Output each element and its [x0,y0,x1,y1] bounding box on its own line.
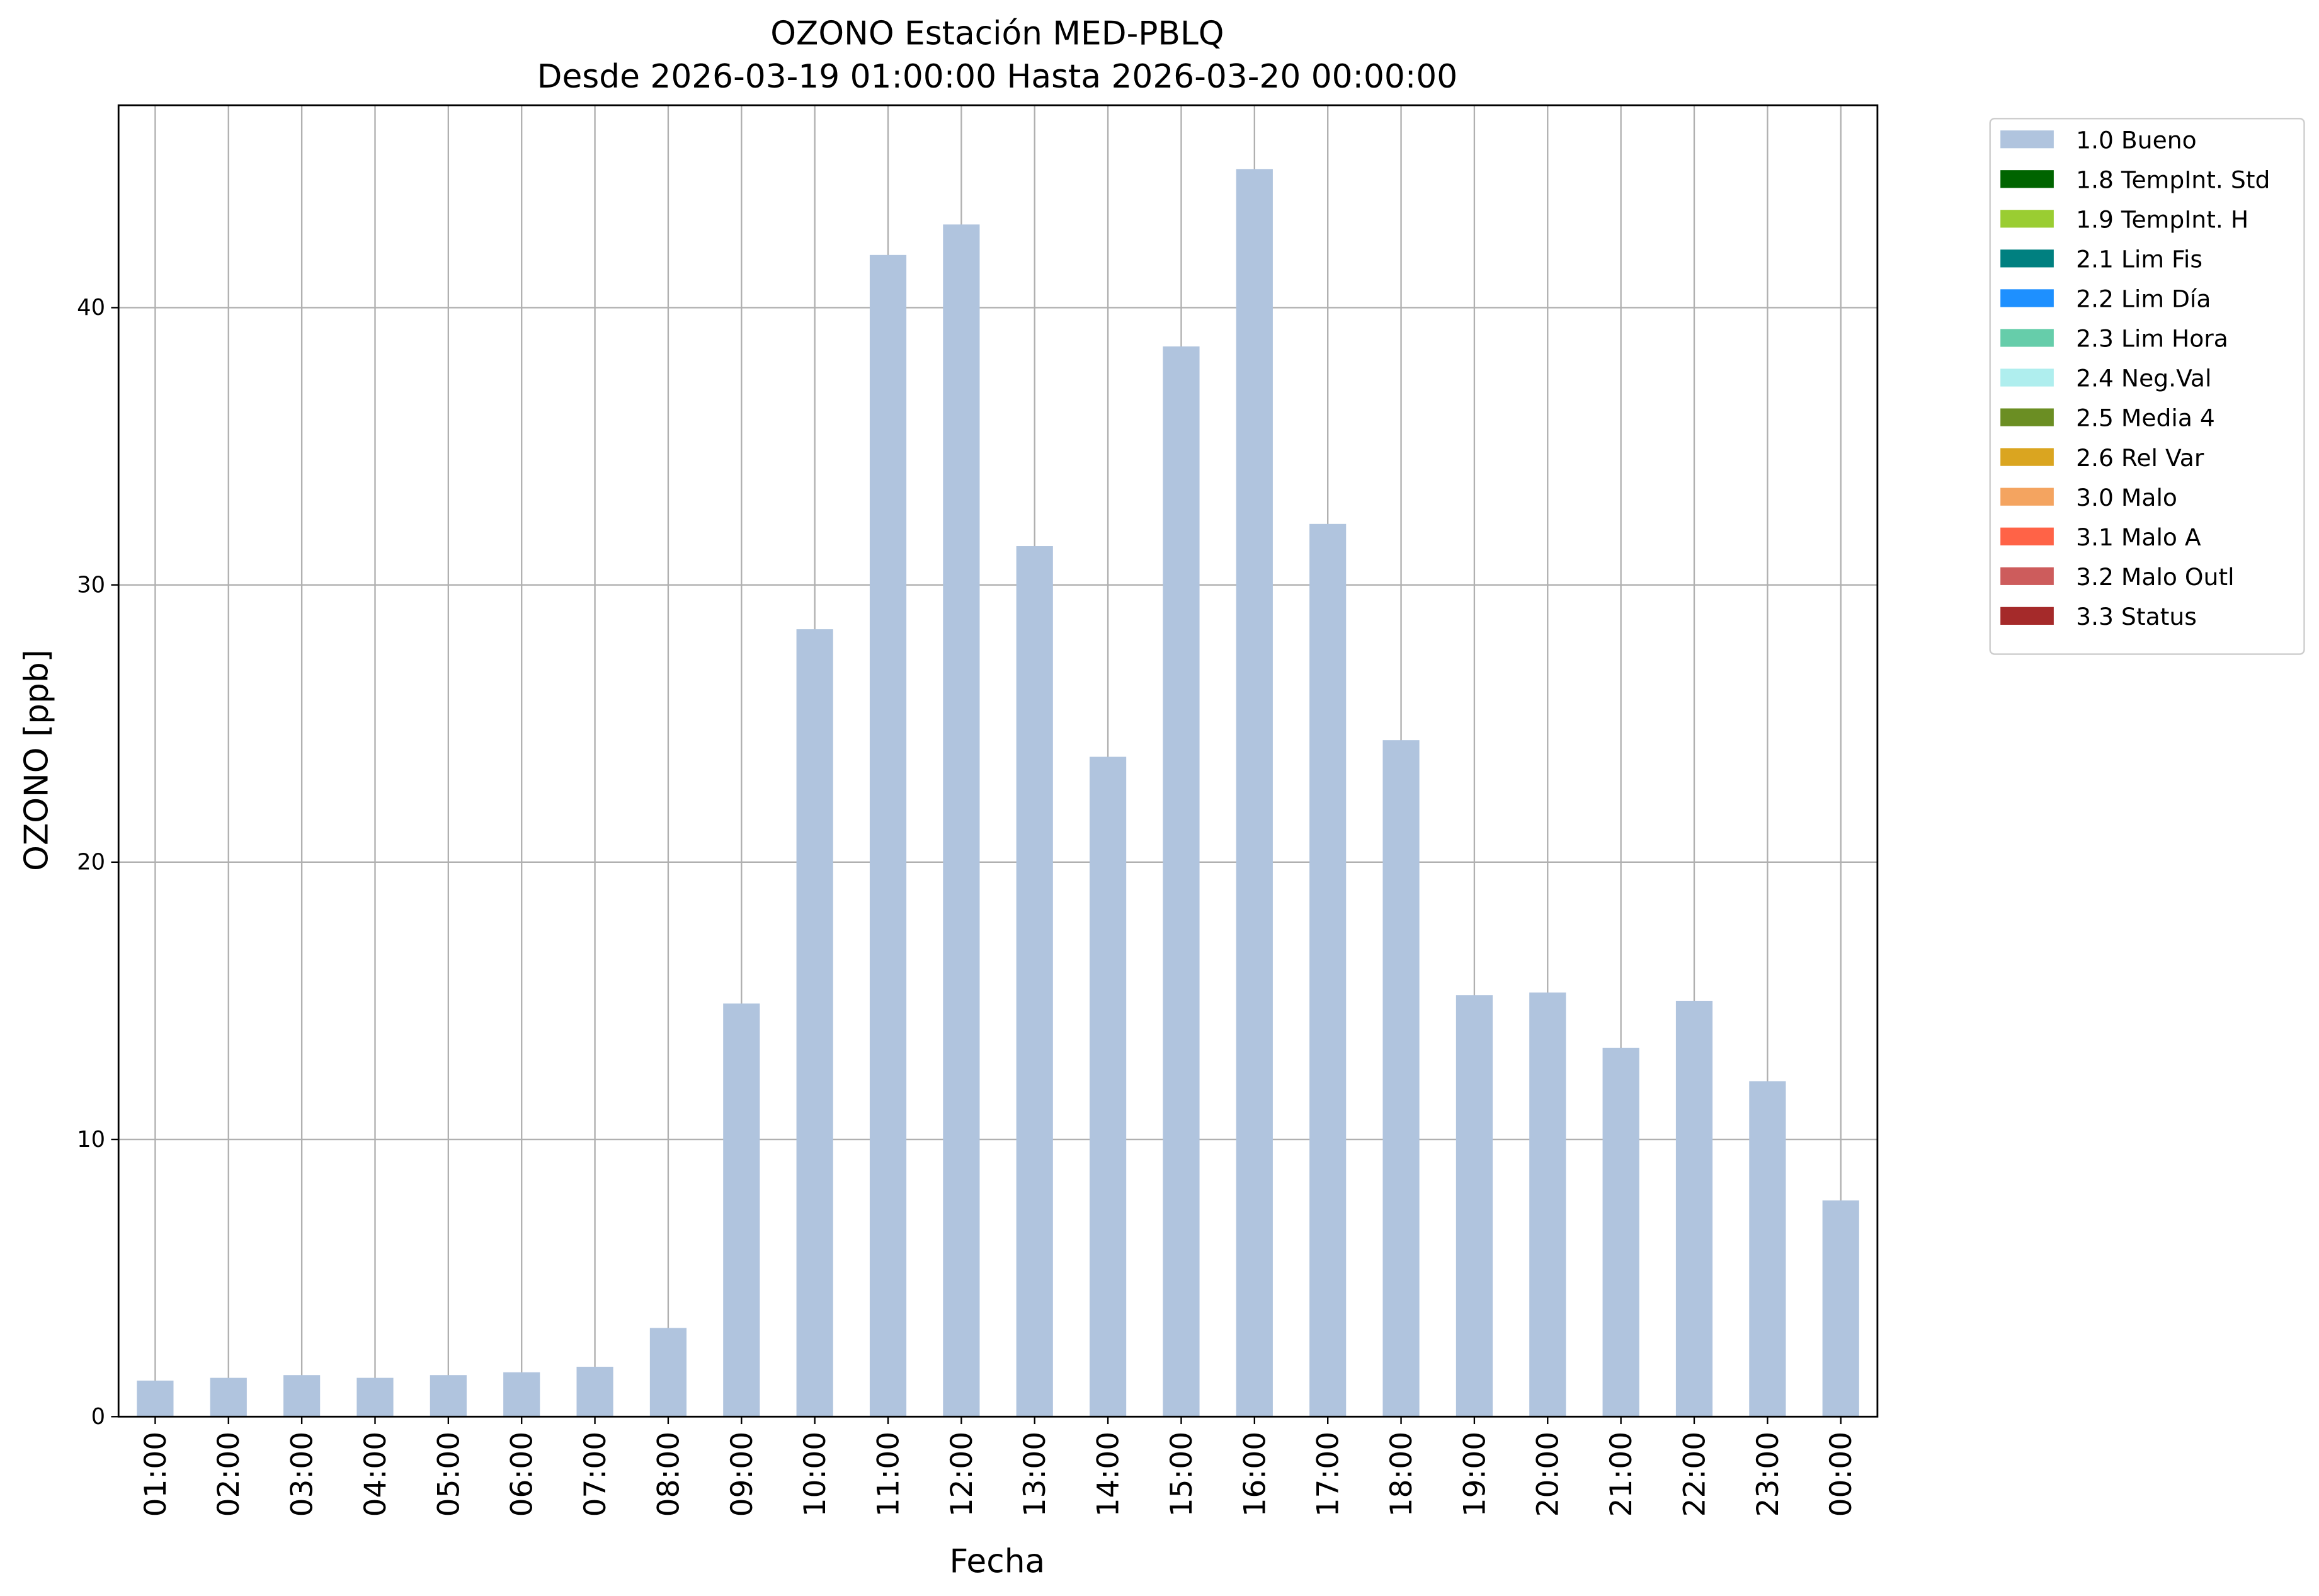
bar [1602,1047,1639,1417]
bar [1822,1200,1859,1417]
bar [1456,995,1493,1417]
y-tick-label: 20 [77,850,105,875]
legend-frame [1989,118,2305,655]
legend-swatch [2000,329,2054,347]
bar [869,254,907,1417]
bar [649,1328,687,1417]
bar [503,1372,540,1417]
x-tick-label: 10:00 [798,1432,833,1517]
bar [1529,992,1566,1417]
legend-swatch [2000,448,2054,466]
legend: 1.0 Bueno 1.8 TempInt. Std 1.9 TempInt. H 2… [1989,118,2305,655]
legend-label: 3.3 Status [2076,603,2197,630]
legend-label: 2.4 Neg.Val [2076,365,2211,392]
y-tick-label: 10 [77,1127,105,1153]
bar [796,629,833,1417]
x-tick-label: 01:00 [139,1432,173,1517]
x-tick-label: 23:00 [1751,1432,1786,1517]
chart-subtitle: Desde 2026-03-19 01:00:00 Hasta 2026-03-… [537,58,1458,96]
legend-swatch [2000,607,2054,625]
legend-label: 3.2 Malo Outl [2076,563,2234,591]
bar [723,1003,760,1417]
x-tick-label: 11:00 [871,1432,906,1517]
legend-swatch [2000,289,2054,307]
bar [1016,546,1053,1417]
legend-swatch [2000,487,2054,506]
bar [576,1367,613,1417]
x-tick-label: 05:00 [431,1432,466,1517]
legend-swatch [2000,170,2054,188]
x-tick-label: 18:00 [1384,1432,1419,1517]
bar [943,224,980,1417]
bar [137,1381,174,1417]
x-tick-label: 16:00 [1238,1432,1272,1517]
x-tick-label: 02:00 [212,1432,246,1517]
y-axis-label: OZONO [ppb] [18,649,55,871]
x-axis-label: Fecha [950,1542,1046,1580]
bar [210,1377,247,1417]
legend-label: 1.8 TempInt. Std [2076,166,2270,193]
bar [1675,1000,1713,1417]
legend-swatch [2000,567,2054,585]
legend-label: 2.6 Rel Var [2076,444,2204,472]
y-tick-label: 0 [91,1404,105,1430]
x-tick-label: 12:00 [945,1432,979,1517]
x-tick-label: 09:00 [725,1432,760,1517]
x-tick-label: 04:00 [358,1432,393,1517]
bar [1236,169,1273,1417]
x-tick-label: 07:00 [578,1432,613,1517]
legend-label: 1.0 Bueno [2076,126,2196,154]
legend-label: 2.1 Lim Fis [2076,245,2202,273]
x-tick-label: 03:00 [285,1432,320,1517]
legend-label: 2.3 Lim Hora [2076,325,2228,353]
legend-label: 1.9 TempInt. H [2076,205,2248,233]
x-tick-label: 06:00 [505,1432,540,1517]
bar [356,1377,394,1417]
plot-frame [117,104,1879,1418]
x-tick-label: 19:00 [1457,1432,1492,1517]
x-tick-label: 13:00 [1018,1432,1052,1517]
legend-swatch [2000,408,2054,426]
x-tick-label: 22:00 [1677,1432,1712,1517]
y-tick-label: 30 [77,572,105,598]
bar [1382,740,1420,1417]
legend-label: 3.1 Malo A [2076,523,2201,551]
legend-swatch [2000,368,2054,387]
legend-label: 2.2 Lim Día [2076,285,2211,313]
bar [1309,523,1347,1417]
legend-swatch [2000,527,2054,545]
y-tick-label: 40 [77,295,105,321]
legend-label: 3.0 Malo [2076,484,2177,511]
bar [1163,346,1200,1417]
legend-swatch [2000,249,2054,268]
x-tick-label: 08:00 [651,1432,686,1517]
bar [1090,756,1127,1417]
x-tick-label: 21:00 [1604,1432,1639,1517]
x-tick-label: 14:00 [1091,1432,1126,1517]
legend-swatch [2000,130,2054,149]
x-tick-label: 17:00 [1311,1432,1346,1517]
x-tick-label: 00:00 [1824,1432,1859,1517]
bar [283,1375,321,1417]
chart-title: OZONO Estación MED-PBLQ [770,15,1224,53]
plot-area: 0 10 20 30 40 01:00 02:00 03:00 04:00 05:00 06:00 0… [77,104,1879,1517]
bar [1749,1081,1786,1417]
legend-swatch [2000,210,2054,228]
x-tick-label: 15:00 [1165,1432,1199,1517]
bar [430,1375,467,1417]
legend-label: 2.5 Media 4 [2076,404,2215,432]
x-tick-label: 20:00 [1531,1432,1566,1517]
